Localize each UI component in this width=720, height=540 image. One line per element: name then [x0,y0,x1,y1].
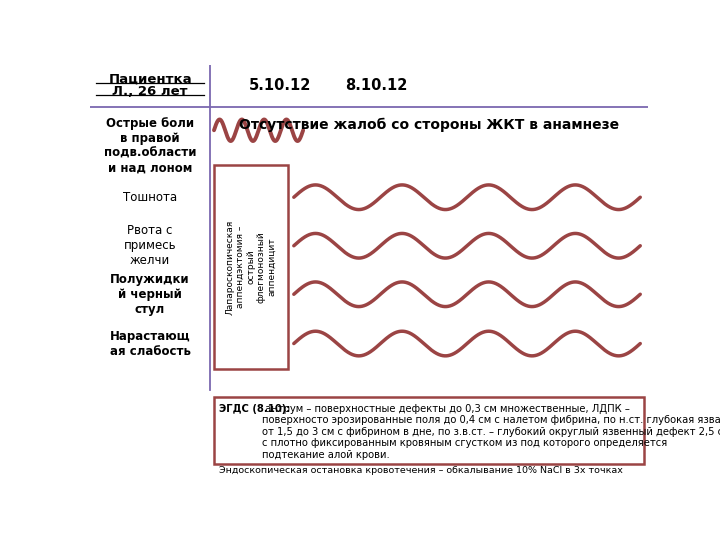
Text: Острые боли
в правой
подв.области
и над лоном: Острые боли в правой подв.области и над … [104,117,197,174]
Text: Л., 26 лет: Л., 26 лет [112,85,188,98]
Text: Лапароскопическая
аппендэктомия –
острый
флегмонозный
аппендицит: Лапароскопическая аппендэктомия – острый… [225,219,276,314]
Text: Эндоскопическая остановка кровотечения – обкалывание 10% NaCl в 3х точках: Эндоскопическая остановка кровотечения –… [220,466,624,475]
Text: Пациентка: Пациентка [108,72,192,85]
FancyBboxPatch shape [214,397,644,464]
Text: 8.10.12: 8.10.12 [346,78,408,93]
Text: Отсутствие жалоб со стороны ЖКТ в анамнезе: Отсутствие жалоб со стороны ЖКТ в анамне… [239,118,619,132]
FancyBboxPatch shape [214,165,287,369]
Text: ЭГДС (8.10):: ЭГДС (8.10): [220,403,291,414]
Text: Полужидки
й черный
стул: Полужидки й черный стул [110,273,190,316]
Text: Тошнота: Тошнота [123,191,177,204]
Text: Рвота с
примесь
желчи: Рвота с примесь желчи [124,224,176,267]
Text: антрум – поверхностные дефекты до 0,3 см множественные, ЛДПК –
поверхносто эрози: антрум – поверхностные дефекты до 0,3 см… [262,403,720,460]
Text: 5.10.12: 5.10.12 [248,78,311,93]
Text: Нарастающ
ая слабость: Нарастающ ая слабость [109,329,191,357]
